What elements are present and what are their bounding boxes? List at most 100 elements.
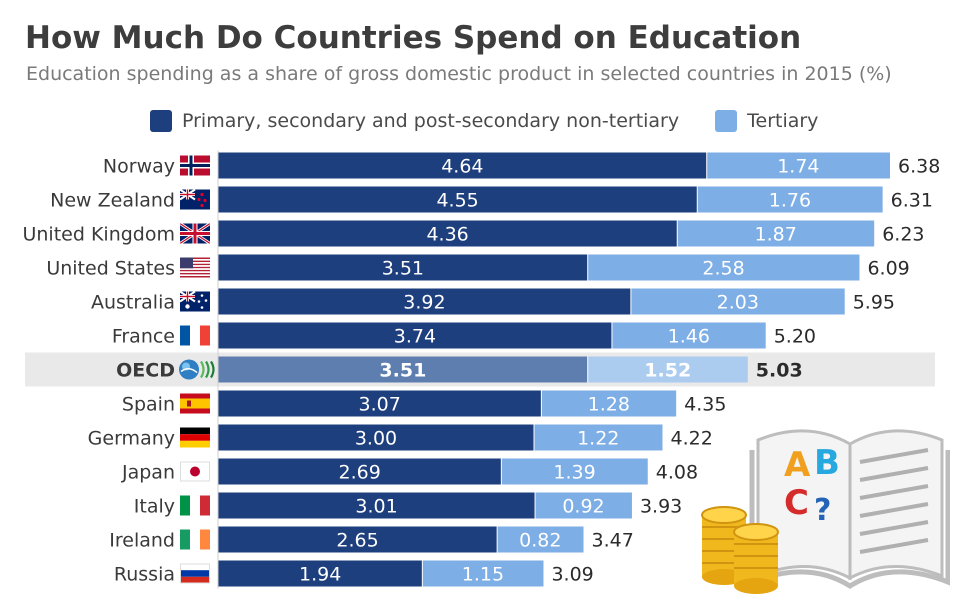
spain-flag-icon	[180, 393, 210, 414]
category-label: Germany	[88, 428, 175, 450]
total-label: 4.22	[670, 428, 712, 450]
value-label-primary: 3.74	[394, 326, 436, 348]
value-label-tertiary: 1.15	[462, 564, 504, 586]
new-zealand-flag-icon	[180, 189, 210, 210]
value-label-primary: 4.36	[426, 224, 468, 246]
value-label-tertiary: 2.58	[702, 258, 744, 280]
bar-primary	[218, 356, 588, 383]
value-label-primary: 3.07	[359, 394, 401, 416]
chart-subtitle: Education spending as a share of gross d…	[26, 63, 892, 85]
bar-row-japan: 2.69 1.39 4.08 Japan	[121, 458, 698, 485]
category-label: Australia	[91, 292, 175, 314]
legend-label-tertiary: Tertiary	[747, 110, 819, 132]
coin-stacks-icon	[701, 506, 779, 594]
bar-primary	[218, 560, 423, 587]
ireland-flag-icon	[180, 529, 210, 550]
norway-flag-icon	[180, 155, 210, 176]
bar-tertiary	[501, 458, 648, 485]
value-label-primary: 4.55	[436, 190, 478, 212]
bar-primary	[218, 322, 612, 349]
total-label: 4.08	[656, 462, 698, 484]
bar-row-germany: 3.00 1.22 4.22 Germany	[88, 424, 713, 451]
bar-primary	[218, 220, 678, 247]
total-label: 5.03	[756, 360, 803, 382]
total-label: 6.31	[891, 190, 933, 212]
category-label: France	[112, 326, 175, 348]
education-illustration: A B C ?	[701, 429, 950, 594]
value-label-tertiary: 1.87	[755, 224, 797, 246]
total-label: 6.38	[898, 156, 940, 178]
bar-primary	[218, 152, 707, 179]
bar-row-france: 3.74 1.46 5.20 France	[112, 322, 816, 349]
bar-row-united-states: 3.51 2.58 6.09 United States	[46, 254, 910, 281]
value-label-tertiary: 2.03	[717, 292, 759, 314]
book-question-mark: ?	[814, 493, 831, 528]
bar-tertiary	[630, 288, 845, 315]
legend-label-primary: Primary, secondary and post-secondary no…	[182, 110, 680, 132]
book-letter-a: A	[784, 445, 811, 485]
italy-flag-icon	[180, 495, 210, 516]
value-label-primary: 3.00	[355, 428, 397, 450]
legend-item-primary: Primary, secondary and post-secondary no…	[150, 110, 679, 132]
bar-primary	[218, 492, 536, 519]
value-label-tertiary: 1.52	[644, 360, 691, 382]
bar-row-united-kingdom: 4.36 1.87 6.23 United Kingdom	[22, 220, 925, 247]
bar-tertiary	[611, 322, 766, 349]
category-label: Ireland	[109, 530, 175, 552]
value-label-tertiary: 0.92	[562, 496, 604, 518]
bar-row-norway: 4.64 1.74 6.38 Norway	[103, 152, 940, 179]
bar-tertiary	[533, 424, 663, 451]
total-label: 4.35	[684, 394, 726, 416]
bar-primary	[218, 186, 698, 213]
chart-title: How Much Do Countries Spend on Education	[25, 20, 802, 56]
russia-flag-icon	[180, 563, 210, 584]
bar-primary	[218, 424, 534, 451]
value-label-primary: 2.65	[336, 530, 378, 552]
value-label-primary: 4.64	[441, 156, 483, 178]
bar-tertiary	[587, 254, 860, 281]
bar-row-new-zealand: 4.55 1.76 6.31 New Zealand	[50, 186, 933, 213]
bar-row-italy: 3.01 0.92 3.93 Italy	[134, 492, 682, 519]
legend: Primary, secondary and post-secondary no…	[150, 110, 854, 132]
bar-primary	[218, 458, 502, 485]
book-letter-b: B	[814, 443, 840, 483]
bar-row-spain: 3.07 1.28 4.35 Spain	[122, 390, 726, 417]
total-label: 3.93	[640, 496, 682, 518]
legend-swatch-tertiary	[715, 110, 738, 132]
total-label: 3.47	[591, 530, 633, 552]
category-label: Japan	[121, 462, 175, 484]
bar-tertiary	[497, 526, 584, 553]
bar-row-australia: 3.92 2.03 5.95 Australia	[91, 288, 895, 315]
legend-item-tertiary: Tertiary	[715, 110, 818, 132]
category-label: New Zealand	[50, 190, 175, 212]
japan-flag-icon	[180, 461, 210, 482]
value-label-tertiary: 1.74	[777, 156, 819, 178]
bar-tertiary	[422, 560, 544, 587]
value-label-primary: 3.51	[379, 360, 426, 382]
value-label-primary: 3.51	[382, 258, 424, 280]
total-label: 5.20	[774, 326, 816, 348]
total-label: 5.95	[853, 292, 895, 314]
bar-primary	[218, 526, 498, 553]
bar-tertiary	[706, 152, 890, 179]
value-label-tertiary: 1.22	[577, 428, 619, 450]
oecd-logo-icon	[179, 359, 215, 380]
value-label-primary: 2.69	[339, 462, 381, 484]
category-label: Russia	[114, 564, 175, 586]
france-flag-icon	[180, 325, 210, 346]
category-label: OECD	[116, 360, 175, 382]
legend-swatch-primary	[150, 110, 172, 132]
bar-tertiary	[535, 492, 632, 519]
category-label: Norway	[103, 156, 175, 178]
value-label-tertiary: 1.46	[668, 326, 710, 348]
bar-row-oecd: 3.51 1.52 5.03 OECD	[25, 352, 935, 387]
category-label: United States	[46, 258, 175, 280]
bar-row-ireland: 2.65 0.82 3.47 Ireland	[109, 526, 634, 553]
bar-row-russia: 1.94 1.15 3.09 Russia	[114, 560, 594, 587]
value-label-primary: 3.01	[355, 496, 397, 518]
category-label: Spain	[122, 394, 175, 416]
category-label: Italy	[134, 496, 175, 518]
value-label-primary: 3.92	[403, 292, 445, 314]
book-letter-c: C	[784, 483, 809, 523]
